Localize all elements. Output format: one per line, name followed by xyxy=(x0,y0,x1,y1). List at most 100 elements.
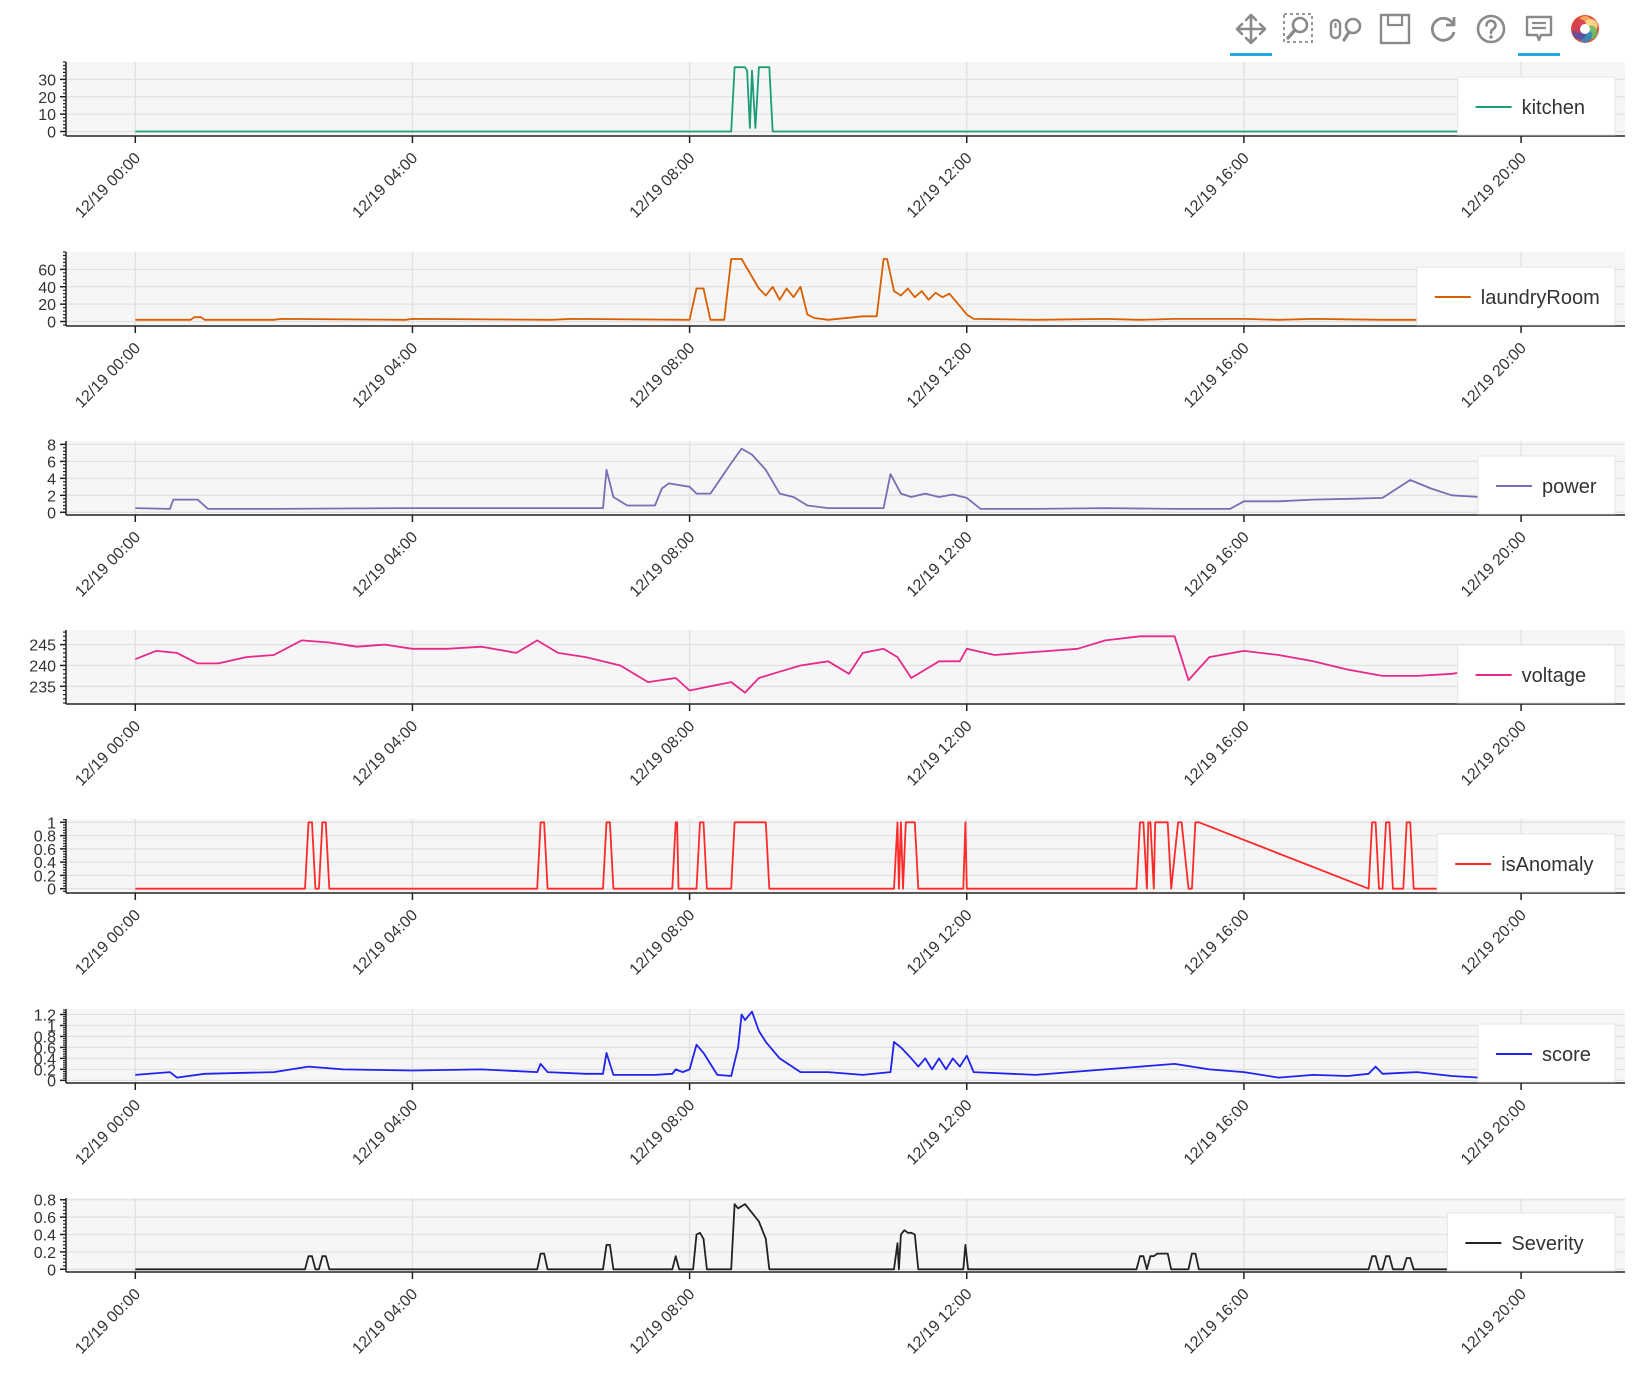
x-tick-label: 12/19 04:00 xyxy=(349,340,421,412)
bokeh-logo-icon xyxy=(1571,15,1599,43)
x-tick-label: 12/19 00:00 xyxy=(72,907,144,979)
x-tick-label: 12/19 12:00 xyxy=(904,1097,976,1169)
plot-background xyxy=(66,1009,1625,1082)
legend: isAnomaly xyxy=(1436,833,1616,893)
y-tick-label: 30 xyxy=(38,72,56,89)
y-tick-label: 0.4 xyxy=(34,1051,56,1068)
plot-background xyxy=(66,441,1625,514)
x-tick-label: 12/19 16:00 xyxy=(1181,718,1253,790)
x-tick-label: 12/19 04:00 xyxy=(349,1286,421,1358)
help-tool[interactable] xyxy=(1470,8,1512,50)
legend-label: Severity xyxy=(1511,1233,1583,1255)
y-tick-label: 4 xyxy=(47,471,56,488)
y-tick-label: 1 xyxy=(47,1018,56,1035)
y-tick-label: 235 xyxy=(29,679,56,696)
x-tick-label: 12/19 16:00 xyxy=(1181,529,1253,601)
x-tick-label: 12/19 16:00 xyxy=(1181,1286,1253,1358)
x-tick-label: 12/19 12:00 xyxy=(904,907,976,979)
x-tick-label: 12/19 16:00 xyxy=(1181,150,1253,222)
y-tick-label: 0.4 xyxy=(34,1228,56,1245)
series-line-Severity[interactable] xyxy=(135,1203,1459,1271)
x-tick-label: 12/19 12:00 xyxy=(904,340,976,412)
x-tick-label: 12/19 20:00 xyxy=(1458,340,1530,412)
y-tick-label: 0.6 xyxy=(34,842,56,859)
legend: laundryRoom xyxy=(1416,266,1616,326)
reset-tool[interactable] xyxy=(1422,8,1464,50)
y-tick-label: 20 xyxy=(38,297,56,314)
x-tick-label: 12/19 08:00 xyxy=(627,529,699,601)
y-tick-label: 0 xyxy=(47,505,56,522)
y-tick-label: 0.2 xyxy=(34,1245,56,1262)
reset-icon xyxy=(1430,16,1456,42)
y-tick-label: 0.6 xyxy=(34,1040,56,1057)
x-tick-label: 12/19 16:00 xyxy=(1181,1097,1253,1169)
x-tick-label: 12/19 12:00 xyxy=(904,150,976,222)
y-tick-label: 0 xyxy=(47,882,56,899)
x-tick-label: 12/19 00:00 xyxy=(72,529,144,601)
x-tick-label: 12/19 16:00 xyxy=(1181,907,1253,979)
x-tick-label: 12/19 20:00 xyxy=(1458,529,1530,601)
series-line-voltage[interactable] xyxy=(134,635,1480,694)
x-tick-label: 12/19 12:00 xyxy=(904,718,976,790)
x-tick-label: 12/19 00:00 xyxy=(72,1286,144,1358)
y-tick-label: 245 xyxy=(29,638,56,655)
x-tick-label: 12/19 04:00 xyxy=(349,150,421,222)
legend: power xyxy=(1477,455,1616,515)
x-tick-label: 12/19 08:00 xyxy=(627,150,699,222)
box-zoom-tool[interactable] xyxy=(1278,8,1320,50)
x-tick-label: 12/19 04:00 xyxy=(349,1097,421,1169)
legend-label: score xyxy=(1542,1044,1591,1066)
legend: kitchen xyxy=(1457,76,1616,136)
x-tick-label: 12/19 08:00 xyxy=(627,718,699,790)
x-tick-label: 12/19 08:00 xyxy=(627,340,699,412)
wheel-zoom-tool[interactable] xyxy=(1326,8,1368,50)
x-tick-label: 12/19 20:00 xyxy=(1458,907,1530,979)
series-line-score[interactable] xyxy=(135,1010,1480,1079)
x-tick-label: 12/19 20:00 xyxy=(1458,1286,1530,1358)
y-tick-label: 0 xyxy=(47,1262,56,1279)
y-tick-label: 0.6 xyxy=(34,1210,56,1227)
series-line-power[interactable] xyxy=(135,447,1480,510)
series-line-kitchen[interactable] xyxy=(135,66,1480,133)
y-tick-label: 0.8 xyxy=(34,829,56,846)
pan-tool[interactable] xyxy=(1230,8,1272,56)
y-tick-label: 20 xyxy=(38,90,56,107)
box-zoom-icon xyxy=(1283,13,1313,43)
x-tick-label: 12/19 20:00 xyxy=(1458,718,1530,790)
help-icon xyxy=(1476,14,1506,44)
plot-background xyxy=(66,62,1625,135)
series-line-laundryRoom[interactable] xyxy=(135,258,1480,321)
chart-panel-score: 00.20.40.60.811.2 12/19 00:00 12/19 04:00 1… xyxy=(34,1007,1625,1169)
chart-panel-voltage: 235 240 245 12/19 00:00 12/19 04:00 12/19 08:… xyxy=(29,630,1625,790)
save-icon xyxy=(1379,13,1411,45)
pan-icon xyxy=(1235,13,1267,45)
save-tool[interactable] xyxy=(1374,8,1416,50)
x-tick-label: 12/19 20:00 xyxy=(1458,150,1530,222)
y-tick-label: 6 xyxy=(47,454,56,471)
x-tick-label: 12/19 20:00 xyxy=(1458,1097,1530,1169)
y-tick-label: 0 xyxy=(47,1073,56,1090)
y-tick-label: 10 xyxy=(38,107,56,124)
hover-icon xyxy=(1525,15,1553,42)
y-tick-label: 240 xyxy=(29,658,56,675)
x-tick-label: 12/19 12:00 xyxy=(904,529,976,601)
legend: score xyxy=(1477,1023,1616,1083)
y-tick-label: 1.2 xyxy=(34,1007,56,1024)
y-tick-label: 1 xyxy=(47,815,56,832)
y-tick-label: 0.8 xyxy=(34,1029,56,1046)
legend-label: voltage xyxy=(1522,665,1587,687)
x-tick-label: 12/19 00:00 xyxy=(72,150,144,222)
bokeh-logo[interactable] xyxy=(1564,8,1606,50)
y-tick-label: 0.2 xyxy=(34,868,56,885)
x-tick-label: 12/19 04:00 xyxy=(349,907,421,979)
hover-tool[interactable] xyxy=(1518,8,1560,56)
y-tick-label: 60 xyxy=(38,262,56,279)
y-tick-label: 2 xyxy=(47,488,56,505)
series-line-isAnomaly[interactable] xyxy=(135,821,1480,890)
x-tick-label: 12/19 04:00 xyxy=(349,718,421,790)
y-tick-label: 0 xyxy=(47,315,56,332)
chart-panel-Severity: 00.20.40.60.8 12/19 00:00 12/19 04:00 12/19… xyxy=(34,1193,1625,1358)
